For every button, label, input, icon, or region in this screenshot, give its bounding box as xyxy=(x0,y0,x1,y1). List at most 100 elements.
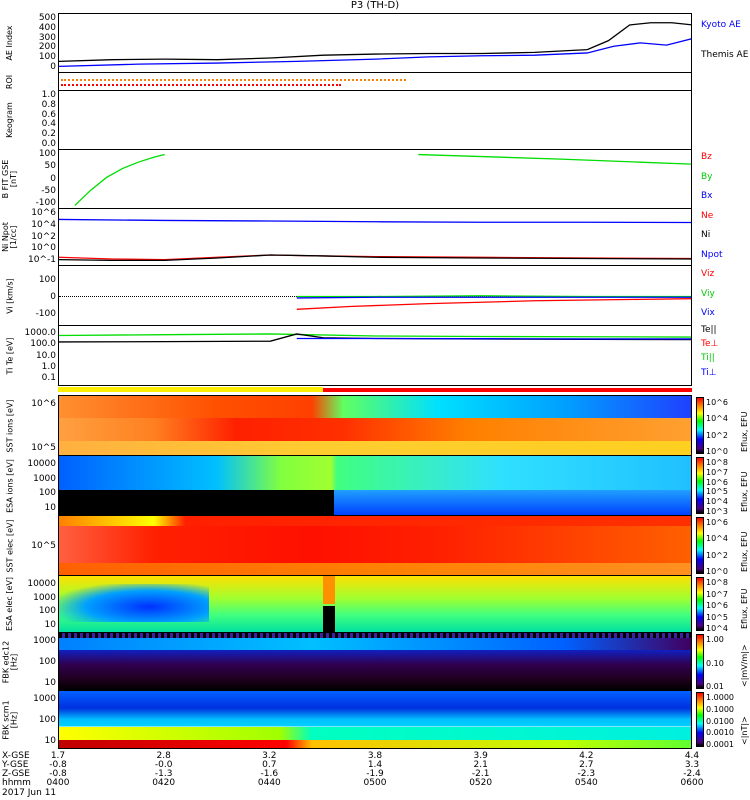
series-ni xyxy=(59,218,691,224)
legend-ni: Ni xyxy=(701,230,711,240)
esa_e-colorbar-label: 10^6 xyxy=(706,601,728,610)
fbk_e-colorbar xyxy=(696,634,704,689)
fbk_e-ylabel: FBK edc12 [Hz] xyxy=(1,640,18,683)
ae-ylabel: AE Index xyxy=(5,25,14,61)
esa_e-colorbar-title: Eflux, EFU xyxy=(740,588,749,630)
density-panel xyxy=(58,208,692,266)
sst-elec-high-energy xyxy=(59,516,691,526)
roi-orange-dots xyxy=(61,79,406,81)
sst_e-colorbar-label: 10^0 xyxy=(706,567,728,576)
series-by xyxy=(74,153,165,206)
legend-kyoto-ae: Kyoto AE xyxy=(701,20,741,30)
esa_i-colorbar-label: 10^6 xyxy=(706,477,728,487)
density-tick-label: 10^6 xyxy=(31,208,56,218)
esa_i-colorbar xyxy=(696,457,704,514)
esa_e-colorbar-label: 10^8 xyxy=(706,578,728,587)
z-gse-label: Z-GSE xyxy=(2,769,30,779)
y-gse-value: -0.8 xyxy=(49,760,67,770)
hhmm-value: 0600 xyxy=(680,778,704,788)
esa_i-colorbar-label: 10^4 xyxy=(706,497,728,507)
sst_i-colorbar-label: 10^4 xyxy=(706,414,728,424)
legend-ti-par: Ti|| xyxy=(701,353,715,363)
fbk-edc12-band xyxy=(59,638,691,650)
sst_i-colorbar-label: 10^2 xyxy=(706,430,728,440)
hhmm-label: hhmm xyxy=(2,778,31,788)
hhmm-value: 0420 xyxy=(152,778,176,788)
plot-title: P3 (TH-D) xyxy=(350,0,400,11)
ae-tick-label: 500 xyxy=(38,13,56,23)
esa-elec-spike xyxy=(323,576,335,604)
y-gse-value: 2.7 xyxy=(579,760,594,770)
esa-elec-gap xyxy=(323,606,335,632)
fbk_b-tick-label: 10 xyxy=(44,736,56,746)
z-gse-value: -1.3 xyxy=(154,769,173,779)
sst_e-colorbar-label: 10^4 xyxy=(706,534,728,544)
sst_i-colorbar-label: 10^6 xyxy=(706,398,728,407)
x-gse-value: 1.7 xyxy=(50,751,66,761)
esa-ion-low-energy xyxy=(334,490,691,515)
sst-ion-low-energy xyxy=(59,441,691,455)
z-gse-value: -2.1 xyxy=(471,769,490,779)
hhmm-value: 0500 xyxy=(363,778,387,788)
temperature-tick-label: 1000.0 xyxy=(24,328,57,338)
esa_i-colorbar-label: 10^7 xyxy=(706,467,728,477)
fbk_b-colorbar-label: 0.1000 xyxy=(706,704,734,714)
fbk-edc12-top xyxy=(59,633,691,638)
ae-tick-label: 300 xyxy=(38,32,56,43)
y-gse-value: 0.7 xyxy=(262,760,277,770)
ae-tick-label: 400 xyxy=(38,22,56,33)
ae-lines xyxy=(59,22,691,68)
temperature-tick-label: 0.1 xyxy=(41,373,56,383)
legend-ti-perp: Ti⊥ xyxy=(701,368,717,378)
esa-elec-depletion xyxy=(59,584,209,622)
density-tick-label: 10^4 xyxy=(31,219,56,230)
esa_e-tick-label: 10000 xyxy=(27,579,56,589)
keogram-tick-label: 0.4 xyxy=(41,119,56,130)
y-gse-value: -0.0 xyxy=(154,760,173,770)
esa_i-tick-label: 10000 xyxy=(27,459,56,469)
esa-ion-no-data xyxy=(59,490,334,515)
fbk_b-colorbar-label: 1.0000 xyxy=(706,693,734,702)
y-gse-value: 2.1 xyxy=(473,760,488,770)
esa_i-tick-label: 1000 xyxy=(33,473,56,484)
hhmm-value: 0540 xyxy=(574,778,598,788)
temperature-tick-label: 1.0 xyxy=(41,361,56,372)
legend-te-par: Te|| xyxy=(701,325,717,335)
bfield-tick-label: 100 xyxy=(38,149,56,159)
esa_i-colorbar-label: 10^8 xyxy=(706,458,728,467)
series-ti-- xyxy=(59,333,691,338)
hhmm-value: 0400 xyxy=(46,778,70,788)
velocity-ylabel: Vi [km/s] xyxy=(5,277,14,314)
x-gse-value: 3.9 xyxy=(473,751,488,761)
fbk_e-colorbar-label: 0.01 xyxy=(706,682,724,691)
legend-npot: Npot xyxy=(701,250,723,260)
legend-vix: Vix xyxy=(701,308,715,318)
ae-panel xyxy=(58,13,692,73)
esa-ion-spectrogram xyxy=(58,455,692,516)
legend-by: By xyxy=(701,172,713,182)
roi-red-dots xyxy=(61,84,341,86)
fbk_e-colorbar-title: <|mV/m|> xyxy=(740,644,749,687)
esa-elec-spectrogram xyxy=(58,575,692,633)
sst_i-colorbar xyxy=(696,397,704,454)
z-gse-value: -0.8 xyxy=(49,769,67,779)
esa_e-ylabel: ESA elec [eV] xyxy=(5,577,14,631)
ae-tick-label: 0 xyxy=(50,62,56,72)
esa_i-ylabel: ESA ions [eV] xyxy=(5,458,14,513)
sst_i-colorbar-label: 10^0 xyxy=(706,447,728,456)
z-gse-value: -2.3 xyxy=(577,769,596,779)
y-gse-value: 1.4 xyxy=(367,760,383,770)
mode-bar-slow xyxy=(58,387,323,392)
series-viz xyxy=(296,298,691,310)
y-gse-label: Y-GSE xyxy=(2,760,29,770)
series-kyoto-ae xyxy=(59,38,691,68)
series-themis-ae xyxy=(59,22,691,63)
x-gse-value: 4.4 xyxy=(684,751,700,761)
fbk_e-colorbar-label: 0.10 xyxy=(706,658,724,668)
legend-bx: Bx xyxy=(701,191,713,201)
legend-bz: Bz xyxy=(701,152,712,162)
x-gse-value: 4.2 xyxy=(579,751,594,761)
density-tick-label: 10^2 xyxy=(31,231,56,242)
sst_e-colorbar-label: 10^2 xyxy=(706,550,728,560)
temperature-panel xyxy=(58,325,692,386)
